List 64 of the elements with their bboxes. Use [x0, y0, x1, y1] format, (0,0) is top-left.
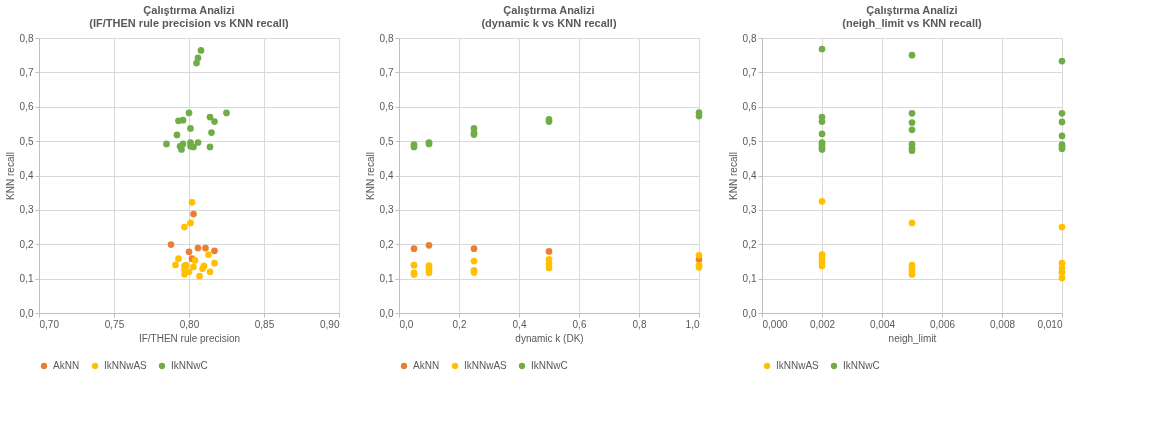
x-tick-label: 0,0: [399, 318, 414, 330]
y-tick-label: 0,0: [742, 307, 757, 319]
y-tick-label: 0,1: [742, 273, 757, 285]
x-tick-label: 0,010: [1037, 318, 1063, 330]
chart-title: Çalıştırma Analizi: [866, 4, 958, 16]
y-tick-label: 0,5: [379, 135, 394, 147]
y-axis-title: KNN recall: [727, 152, 739, 200]
x-tick-label: 0,4: [512, 318, 527, 330]
y-tick-label: 0,7: [379, 66, 394, 78]
y-tick-label: 0,0: [19, 307, 34, 319]
y-tick-label: 0,8: [19, 32, 34, 44]
y-tick-label: 0,3: [19, 204, 34, 216]
x-tick-label: 0,002: [809, 318, 836, 330]
x-tick-label: 0,80: [179, 318, 200, 330]
legend-label: AkNN: [53, 360, 80, 371]
y-tick-label: 0,4: [379, 170, 394, 181]
y-tick-label: 0,3: [742, 204, 757, 216]
y-tick-label: 0,2: [742, 238, 757, 250]
legend-label: IkNNwC: [843, 360, 880, 371]
y-tick-label: 0,6: [742, 101, 757, 113]
legend-label: AkNN: [413, 360, 440, 371]
chart-subtitle: (neigh_limit vs KNN recall): [842, 17, 983, 29]
y-tick-label: 0,7: [19, 66, 34, 78]
x-axis-title: neigh_limit: [888, 332, 937, 344]
x-tick-label: 1,0: [685, 318, 700, 330]
x-tick-label: 0,6: [572, 318, 587, 330]
legend-label: IkNNwAS: [104, 360, 148, 371]
y-tick-label: 0,6: [379, 101, 394, 113]
x-axis-title: IF/THEN rule precision: [138, 332, 241, 344]
x-axis-title: dynamic k (DK): [515, 332, 584, 344]
y-axis-title: KNN recall: [364, 152, 376, 200]
y-axis-title: KNN recall: [4, 152, 16, 200]
chart-title: Çalıştırma Analizi: [503, 4, 595, 16]
legend-label: IkNNwC: [171, 360, 208, 371]
x-tick-label: 0,006: [929, 318, 956, 330]
legend-label: IkNNwAS: [776, 360, 820, 371]
y-tick-label: 0,5: [742, 135, 757, 147]
x-tick-label: 0,8: [632, 318, 647, 330]
chart-subtitle: (IF/THEN rule precision vs KNN recall): [89, 17, 289, 29]
y-tick-label: 0,1: [19, 273, 34, 285]
y-tick-label: 0,4: [19, 170, 34, 181]
y-tick-label: 0,6: [19, 101, 34, 113]
x-tick-label: 0,000: [762, 318, 788, 330]
y-tick-label: 0,3: [379, 204, 394, 216]
legend-label: IkNNwAS: [464, 360, 508, 371]
y-tick-label: 0,7: [742, 66, 757, 78]
y-tick-label: 0,5: [19, 135, 34, 147]
y-tick-label: 0,1: [379, 273, 394, 285]
chart-title: Çalıştırma Analizi: [143, 4, 235, 16]
legend-label: IkNNwC: [531, 360, 568, 371]
y-tick-label: 0,4: [742, 170, 757, 181]
x-tick-label: 0,75: [104, 318, 125, 330]
x-tick-label: 0,008: [989, 318, 1016, 330]
x-tick-label: 0,004: [869, 318, 896, 330]
y-tick-label: 0,2: [379, 238, 394, 250]
chart-subtitle: (dynamic k vs KNN recall): [481, 17, 617, 29]
y-tick-label: 0,0: [379, 307, 394, 319]
x-tick-label: 0,70: [39, 318, 60, 330]
y-tick-label: 0,2: [19, 238, 34, 250]
y-tick-label: 0,8: [742, 32, 757, 44]
x-tick-label: 0,2: [452, 318, 467, 330]
x-tick-label: 0,85: [254, 318, 275, 330]
y-tick-label: 0,8: [379, 32, 394, 44]
x-tick-label: 0,90: [320, 318, 340, 330]
